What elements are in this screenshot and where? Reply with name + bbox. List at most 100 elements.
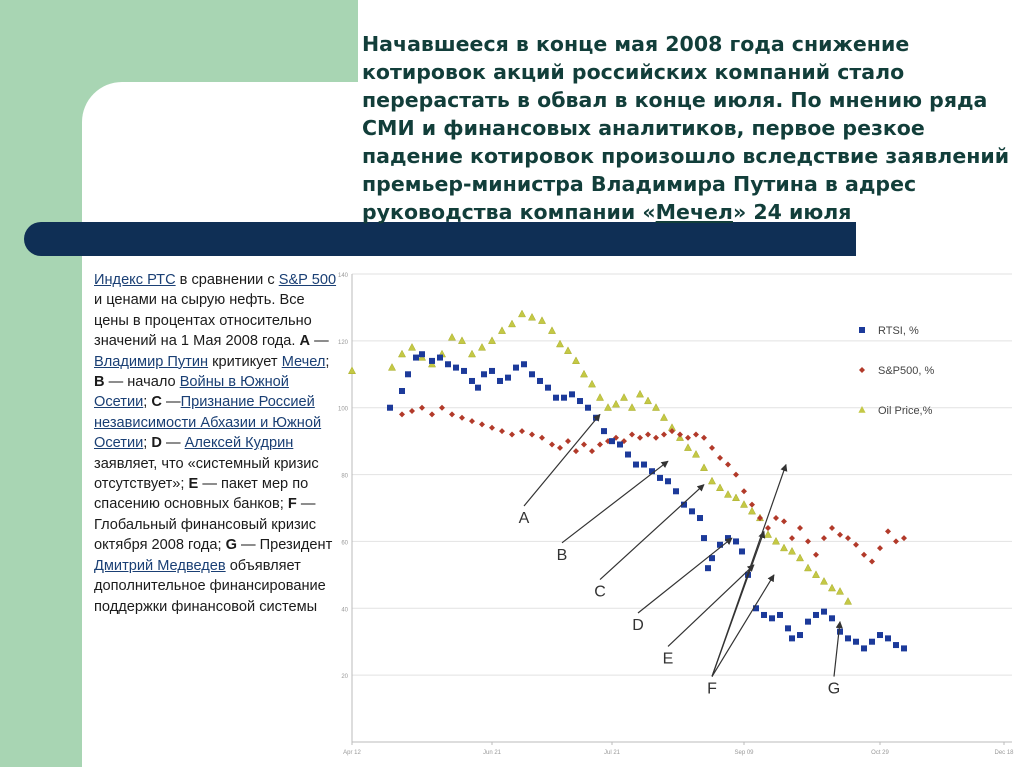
legend-marker-rtsi <box>859 327 865 333</box>
caption-text: объявляет дополнительное финансирование … <box>94 557 326 615</box>
sp500-point <box>725 461 731 468</box>
rtsi-point <box>869 638 875 645</box>
oil-point <box>803 563 813 572</box>
sp500-point <box>637 434 643 441</box>
rtsi-point <box>777 611 783 618</box>
rtsi-point <box>537 377 543 384</box>
sp500-point <box>781 518 787 525</box>
x-tick-label: Jun 21 <box>483 750 502 756</box>
rtsi-point <box>697 515 703 522</box>
caption-marker-a: A <box>299 333 311 350</box>
oil-point <box>731 493 741 502</box>
x-tick-label: Apr 12 <box>343 750 361 756</box>
oil-point <box>603 403 613 411</box>
legend-marker-oil <box>858 406 866 413</box>
rtsi-point <box>797 632 803 639</box>
rtsi-point <box>413 354 419 361</box>
sp500-point <box>479 421 485 428</box>
oil-point <box>563 346 573 354</box>
rtsi-point <box>513 364 519 371</box>
link-kudrin[interactable]: Алексей Кудрин <box>184 435 294 452</box>
oil-point <box>507 319 517 328</box>
link-war-south-ossetia[interactable]: Войны в Южной Осетии <box>94 374 289 411</box>
heading-text-2: » 24 июля <box>732 200 852 224</box>
caption-text: — <box>310 333 329 350</box>
oil-point <box>771 536 781 545</box>
rtsi-point <box>419 351 425 358</box>
caption-marker-c: C <box>151 394 162 411</box>
annotation-arrow <box>667 564 755 647</box>
sp500-point <box>573 448 579 455</box>
caption-text: заявляет, что «системный кризис отсутств… <box>94 455 319 493</box>
oil-point <box>527 312 537 321</box>
rtsi-point <box>885 635 891 642</box>
caption-text: — Президент <box>236 537 333 554</box>
oil-point <box>547 326 557 334</box>
rtsi-point <box>901 645 907 652</box>
y-tick-label: 140 <box>338 273 349 279</box>
rtsi-point <box>877 632 883 639</box>
rtsi-point <box>739 548 745 555</box>
link-putin[interactable]: Владимир Путин <box>94 353 209 370</box>
sp500-point <box>499 428 505 435</box>
sp500-point <box>449 411 455 418</box>
caption-marker-g: G <box>225 537 237 554</box>
sp500-point <box>549 441 555 448</box>
caption-text: и ценами на сырую нефть. Все цены в проц… <box>94 292 312 350</box>
sp500-point <box>399 411 405 418</box>
sp500-point <box>885 528 891 535</box>
rtsi-point <box>673 488 679 495</box>
sp500-point <box>653 434 659 441</box>
oil-point <box>397 349 407 358</box>
sp500-point <box>509 431 515 438</box>
sp500-point <box>757 515 763 522</box>
sp500-point <box>853 541 859 548</box>
oil-point <box>715 483 725 491</box>
caption-text: — Глобальный финансовый кризис октября 2… <box>94 496 317 554</box>
annotation-arrow <box>637 537 733 614</box>
sp500-point <box>813 551 819 558</box>
rtsi-point <box>577 398 583 405</box>
link-sp500[interactable]: S&P 500 <box>278 272 337 288</box>
oil-point <box>537 316 547 324</box>
rtsi-point <box>701 535 707 542</box>
annotation-label-b: B <box>557 547 568 564</box>
oil-point <box>723 490 733 498</box>
navy-divider-bar <box>24 222 856 256</box>
link-recognition[interactable]: Признание Россией независимости Абхазии … <box>94 394 322 452</box>
sp500-point <box>733 471 739 478</box>
oil-point <box>699 463 709 471</box>
oil-point <box>827 583 837 592</box>
annotation-arrow <box>833 620 843 677</box>
heading-link-mechel[interactable]: Мечел <box>655 200 733 224</box>
rtsi-point <box>689 508 695 515</box>
oil-point <box>739 500 749 508</box>
sp500-point <box>821 535 827 542</box>
rtsi-point <box>461 367 467 374</box>
oil-point <box>835 587 845 595</box>
y-tick-label: 60 <box>341 540 348 546</box>
caption-text: в сравнении с <box>175 272 279 288</box>
link-rts-index[interactable]: Индекс РТС <box>94 272 176 288</box>
rtsi-point <box>453 364 459 371</box>
chart-area: 20 40 60 80 100 120 140 Apr 12 Jun 21 Jul 21 Sep 0… <box>332 262 1024 767</box>
link-mechel[interactable]: Мечел <box>281 353 326 370</box>
rtsi-point <box>821 608 827 615</box>
caption-text: — <box>161 435 185 452</box>
sp500-point <box>565 438 571 445</box>
y-tick-label: 40 <box>341 607 348 613</box>
rtsi-point <box>813 611 819 618</box>
rtsi-point <box>769 615 775 622</box>
legend-marker-sp500 <box>859 367 865 373</box>
link-medvedev[interactable]: Дмитрий Медведев <box>94 557 226 574</box>
caption-text: — пакет мер по спасению основных банков; <box>94 476 309 513</box>
oil-point <box>487 336 497 344</box>
sp500-point <box>669 428 675 435</box>
rtsi-point <box>561 394 567 401</box>
oil-point <box>787 546 797 555</box>
rtsi-point <box>469 377 475 384</box>
rtsi-point <box>529 371 535 378</box>
annotation-label-c: C <box>594 584 606 601</box>
y-tick-label: 20 <box>341 674 348 680</box>
oil-point <box>707 476 717 485</box>
